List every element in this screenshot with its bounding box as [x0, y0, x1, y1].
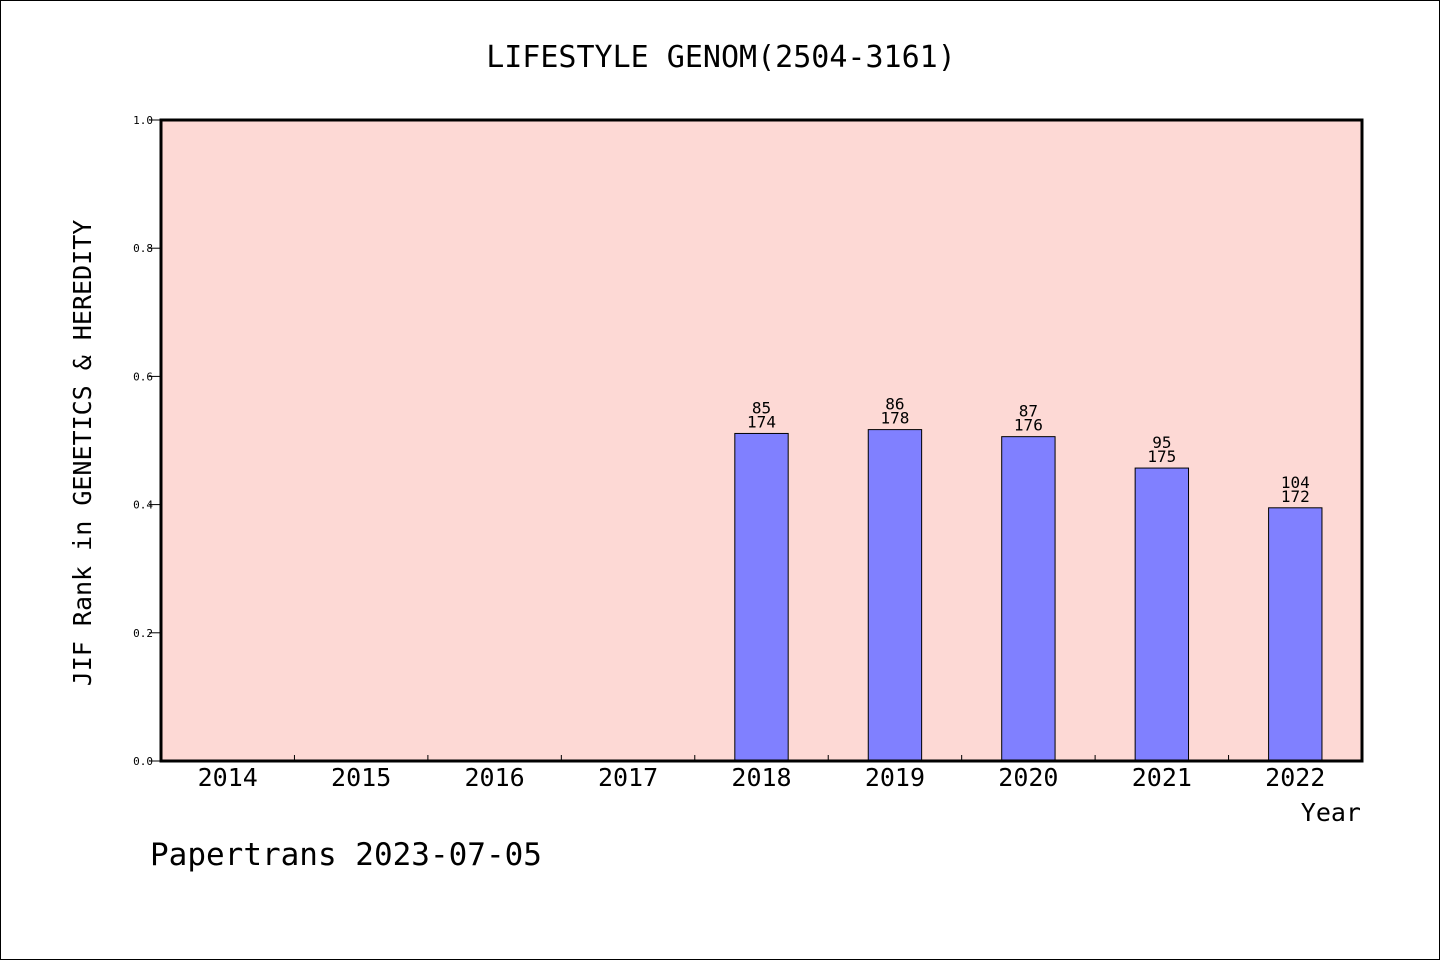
bar-rank-label: 85	[752, 398, 771, 417]
y-tick-label: 0.4	[133, 499, 153, 512]
bar-2018	[734, 432, 789, 762]
bar-2019	[867, 429, 923, 762]
bar-total-label: 172	[1281, 487, 1310, 506]
x-axis-label: Year	[1301, 798, 1361, 827]
y-tick-label: 0.2	[133, 627, 153, 640]
bar-2020	[1001, 436, 1056, 762]
x-tick-label: 2021	[1132, 763, 1192, 792]
x-tick-label: 2015	[331, 763, 391, 792]
y-tick-label: 1.0	[133, 114, 153, 127]
plot-border	[159, 118, 1364, 763]
bar-total-label: 176	[1014, 416, 1043, 435]
x-tick-label: 2022	[1265, 763, 1325, 792]
x-axis-ticks: 2014 2015 2016 2017 2018 2019 2020 2021 2022	[198, 755, 1325, 792]
chart-title: LIFESTYLE GENOM(2504-3161)	[486, 40, 956, 75]
bar-rank-label: 104	[1281, 473, 1310, 492]
x-tick-label: 2016	[465, 763, 525, 792]
bar-total-label: 174	[747, 412, 776, 431]
x-tick-label: 2017	[598, 763, 658, 792]
x-tick-label: 2019	[865, 763, 925, 792]
y-tick-label: 0.8	[133, 242, 153, 255]
bar-rank-label: 86	[885, 395, 904, 414]
y-tick-label: 0.0	[133, 755, 153, 768]
bars	[734, 429, 1323, 762]
bar-total-label: 175	[1147, 447, 1176, 466]
bar-rank-label: 95	[1152, 433, 1171, 452]
bar-total-label: 178	[880, 409, 909, 428]
y-axis-label: JIF Rank in GENETICS & HEREDITY	[68, 220, 97, 687]
bar-2022	[1268, 507, 1323, 762]
y-axis-ticks: 0.0 0.2 0.4 0.6 0.8 1.0	[133, 114, 161, 768]
bar-2021	[1134, 467, 1190, 762]
bar-rank-label: 87	[1019, 402, 1038, 421]
y-tick-label: 0.6	[133, 370, 153, 383]
x-tick-label: 2014	[198, 763, 258, 792]
footer-text: Papertrans 2023-07-05	[150, 837, 542, 873]
x-tick-label: 2018	[731, 763, 791, 792]
x-tick-label: 2020	[998, 763, 1058, 792]
